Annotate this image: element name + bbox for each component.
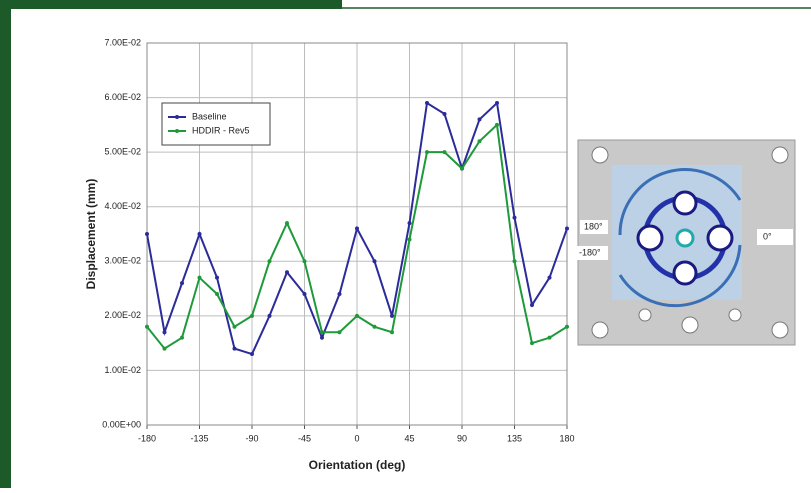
y-tick-label: 1.00E-02 (104, 365, 141, 375)
hole (638, 226, 662, 250)
y-tick-label: 3.00E-02 (104, 256, 141, 266)
hole (772, 322, 788, 338)
data-point (408, 237, 412, 241)
data-point (443, 150, 447, 154)
data-point (565, 325, 569, 329)
inset-label: 0° (763, 231, 772, 241)
data-point (198, 232, 202, 236)
left-band (0, 0, 11, 488)
data-point (530, 303, 534, 307)
hole (674, 192, 696, 214)
y-tick-label: 5.00E-02 (104, 147, 141, 157)
data-point (355, 227, 359, 231)
data-point (233, 325, 237, 329)
x-tick-label: 45 (404, 433, 414, 443)
legend-label: Baseline (192, 111, 227, 121)
data-point (495, 101, 499, 105)
y-tick-label: 6.00E-02 (104, 92, 141, 102)
data-point (215, 292, 219, 296)
data-point (338, 292, 342, 296)
y-tick-label: 7.00E-02 (104, 37, 141, 47)
inset-label: 180° (584, 221, 603, 231)
data-point (548, 276, 552, 280)
data-point (513, 216, 517, 220)
hole (592, 147, 608, 163)
data-point (198, 276, 202, 280)
data-point (443, 112, 447, 116)
data-point (425, 150, 429, 154)
center-hole (677, 230, 693, 246)
y-tick-label: 2.00E-02 (104, 310, 141, 320)
data-point (478, 117, 482, 121)
data-point (215, 276, 219, 280)
data-point (320, 336, 324, 340)
x-tick-label: -45 (298, 433, 311, 443)
data-point (303, 259, 307, 263)
data-point (233, 347, 237, 351)
y-tick-label: 0.00E+00 (102, 419, 141, 429)
legend-marker (175, 129, 179, 133)
data-point (355, 314, 359, 318)
x-tick-label: -90 (245, 433, 258, 443)
x-tick-label: 135 (507, 433, 522, 443)
data-point (303, 292, 307, 296)
data-point (390, 330, 394, 334)
data-point (250, 314, 254, 318)
data-point (565, 227, 569, 231)
data-point (320, 330, 324, 334)
data-point (285, 221, 289, 225)
y-tick-label: 4.00E-02 (104, 201, 141, 211)
x-axis-label: Orientation (deg) (309, 458, 406, 472)
inset-label: -180° (579, 247, 601, 257)
data-point (478, 139, 482, 143)
hole (639, 309, 651, 321)
data-point (180, 336, 184, 340)
inset-figure: 180° -180° 0° (576, 140, 795, 345)
data-point (390, 314, 394, 318)
x-tick-label: -135 (190, 433, 208, 443)
data-point (163, 347, 167, 351)
legend-marker (175, 115, 179, 119)
hole (729, 309, 741, 321)
data-point (425, 101, 429, 105)
data-point (268, 314, 272, 318)
data-point (460, 167, 464, 171)
hole (708, 226, 732, 250)
page: 0.00E+00 1.00E-02 2.00E-02 3.00E-02 4.00E-02… (0, 0, 811, 488)
hole (592, 322, 608, 338)
x-tick-label: -180 (138, 433, 156, 443)
legend-label: HDDIR - Rev5 (192, 125, 250, 135)
data-point (513, 259, 517, 263)
data-point (408, 221, 412, 225)
data-point (145, 325, 149, 329)
hole (682, 317, 698, 333)
data-point (338, 330, 342, 334)
data-point (548, 336, 552, 340)
data-point (268, 259, 272, 263)
legend-box (162, 103, 270, 145)
y-axis-label: Displacement (mm) (84, 179, 98, 290)
data-point (145, 232, 149, 236)
data-point (163, 330, 167, 334)
hole (674, 262, 696, 284)
data-point (530, 341, 534, 345)
top-band (0, 0, 342, 9)
x-tick-label: 90 (457, 433, 467, 443)
data-point (285, 270, 289, 274)
data-point (373, 325, 377, 329)
data-point (250, 352, 254, 356)
data-point (495, 123, 499, 127)
data-point (180, 281, 184, 285)
x-tick-label: 0 (354, 433, 359, 443)
data-point (373, 259, 377, 263)
x-tick-label: 180 (559, 433, 574, 443)
hole (772, 147, 788, 163)
